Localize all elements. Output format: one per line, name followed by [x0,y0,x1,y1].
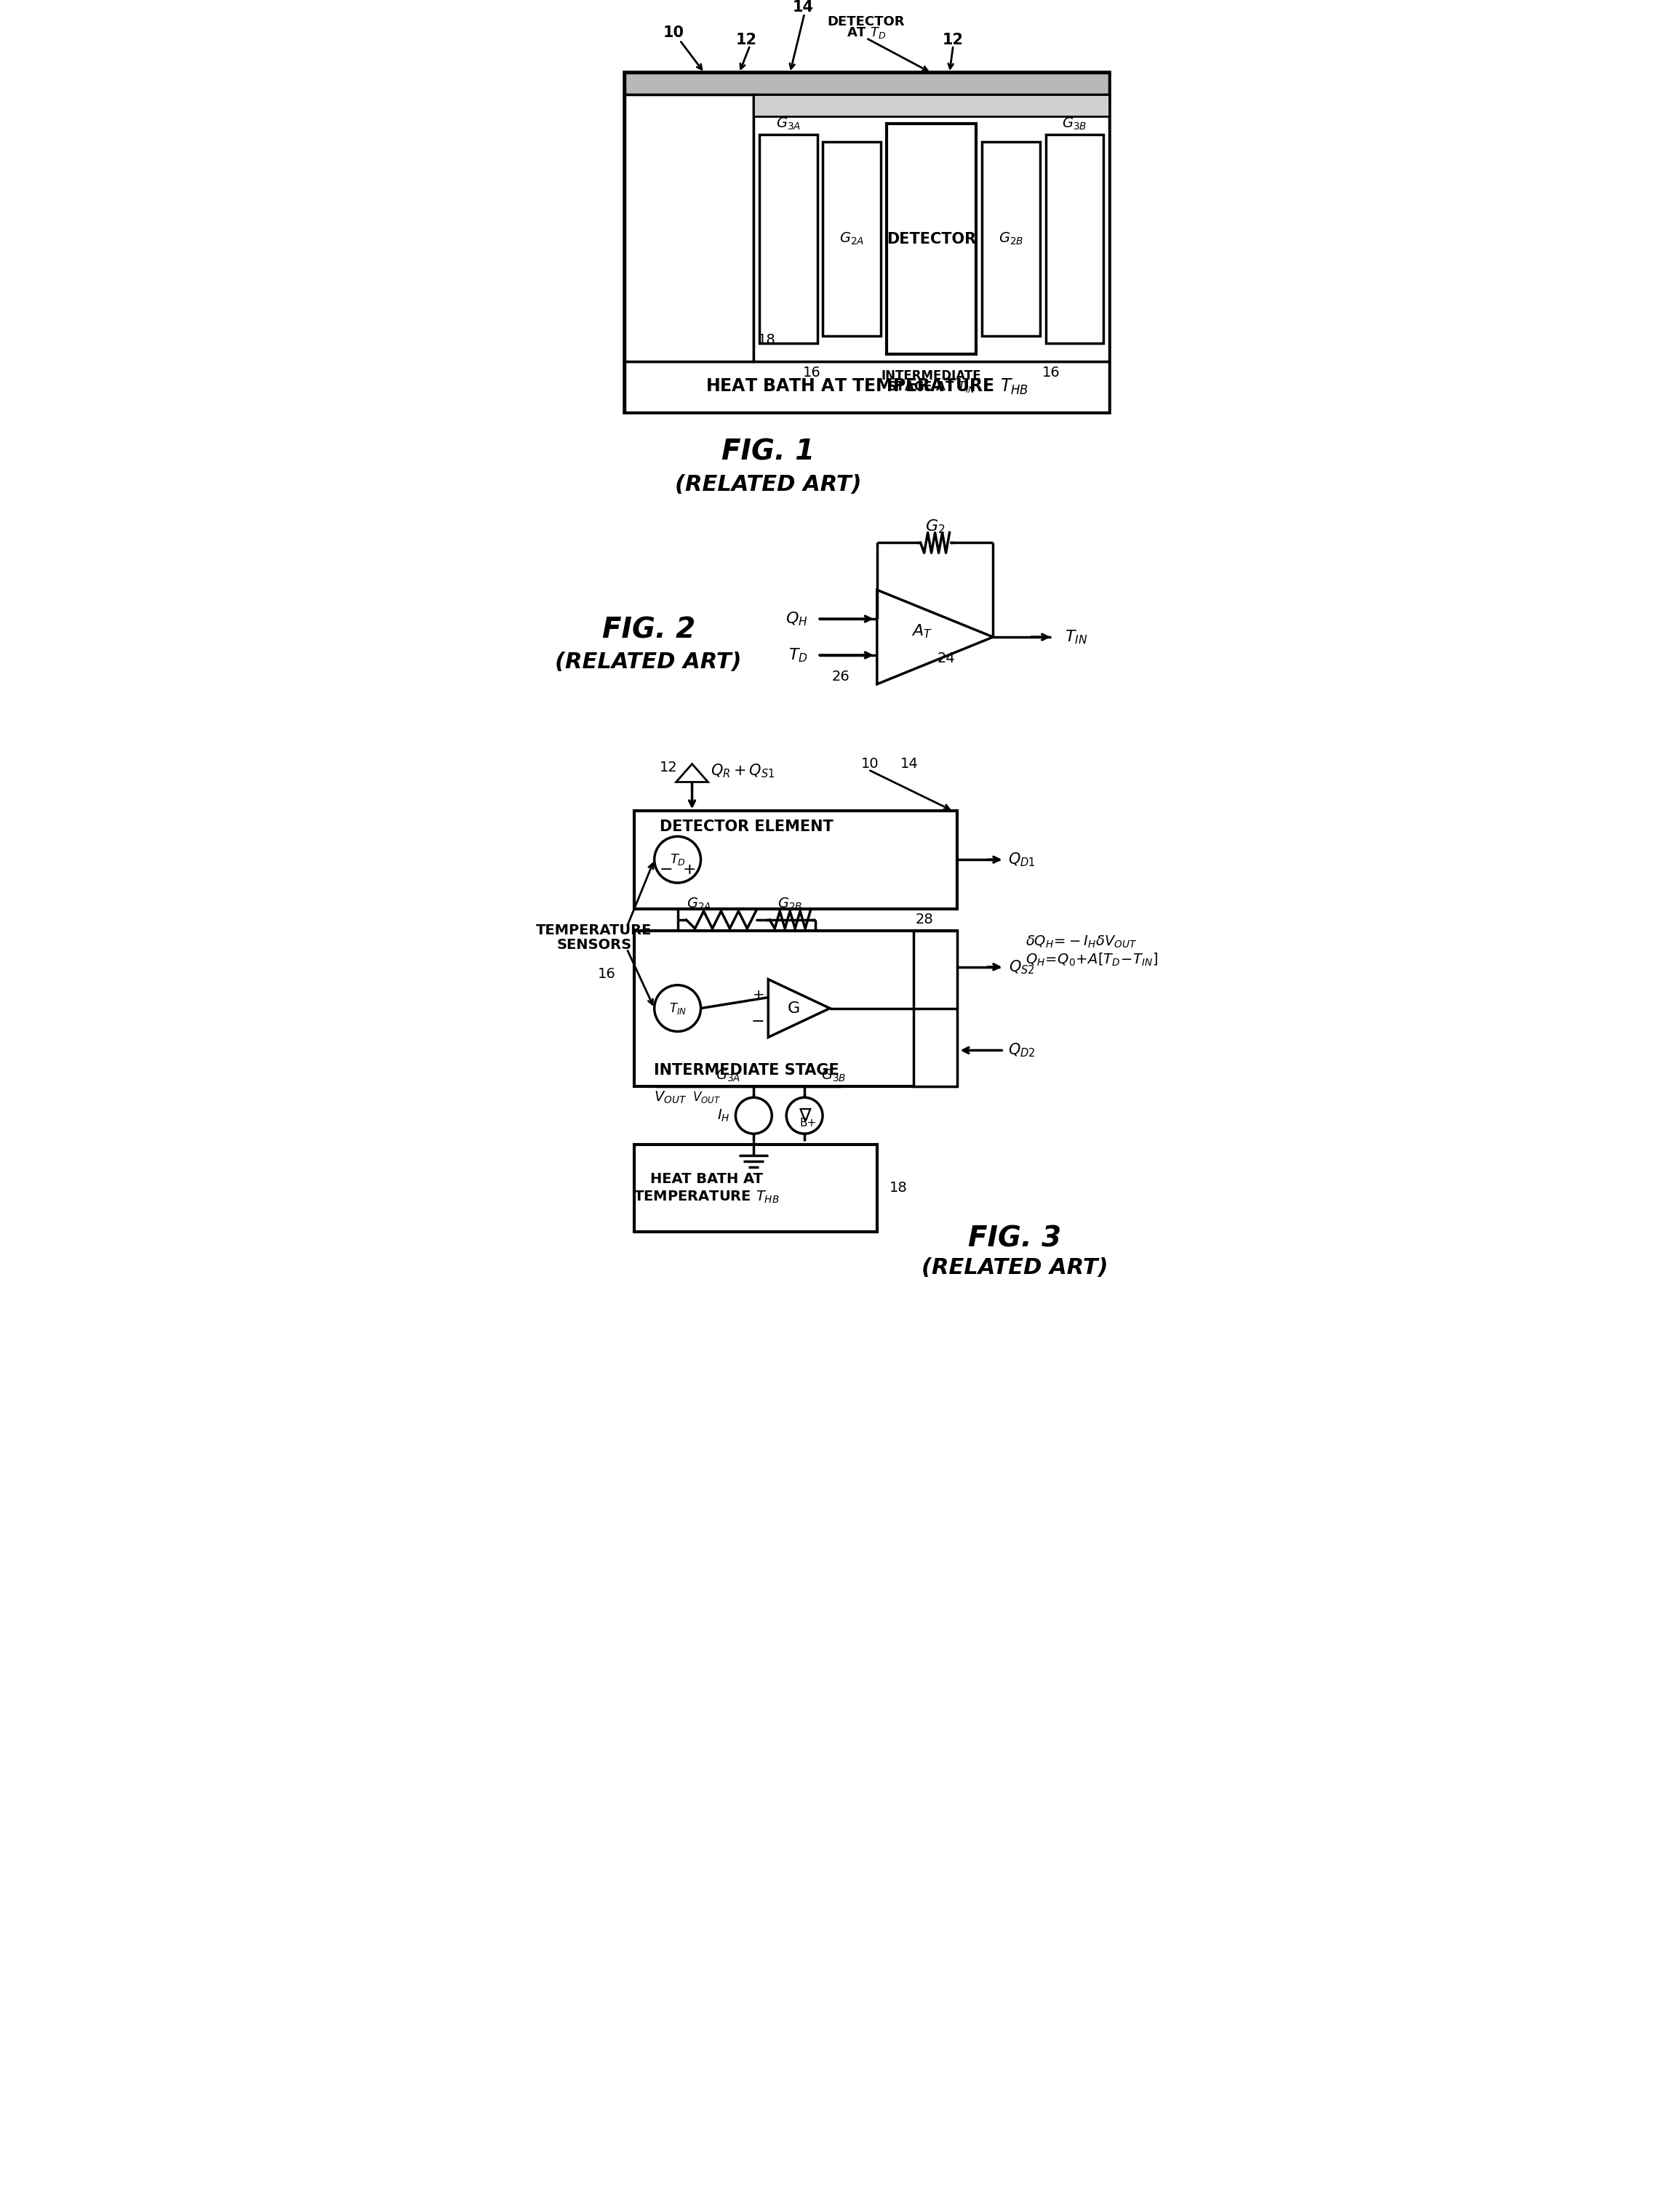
Text: 14: 14 [900,757,919,770]
Text: +: + [752,989,765,1002]
Text: $G_{3A}$: $G_{3A}$ [715,1068,740,1084]
Text: HEAT BATH AT TEMPERATURE $T_{HB}$: HEAT BATH AT TEMPERATURE $T_{HB}$ [705,378,1029,396]
Text: $Q_{S2}$: $Q_{S2}$ [1009,958,1035,975]
Text: 18: 18 [758,332,775,347]
Text: −: − [658,863,673,876]
Text: DETECTOR: DETECTOR [887,232,977,246]
Text: FIG. 1: FIG. 1 [722,438,815,467]
Polygon shape [877,591,994,684]
Text: 26: 26 [832,670,850,684]
Text: TEMPERATURE $T_{HB}$: TEMPERATURE $T_{HB}$ [633,1190,780,1206]
Bar [1045,135,1104,343]
Bar [633,812,957,909]
Text: $\delta Q_H\!=\!-I_H\delta V_{OUT}$: $\delta Q_H\!=\!-I_H\delta V_{OUT}$ [1025,933,1137,949]
Text: $I_H$: $I_H$ [717,1108,730,1124]
Text: $G_{2A}$: $G_{2A}$ [687,896,712,911]
Text: 12: 12 [735,33,757,46]
Text: $V_{OUT}$: $V_{OUT}$ [692,1091,720,1104]
Text: 16: 16 [598,967,615,982]
Text: $G_{2B}$: $G_{2B}$ [999,232,1024,248]
Text: $Q_R+Q_{S1}$: $Q_R+Q_{S1}$ [710,763,775,781]
Text: $V_{OUT}$: $V_{OUT}$ [653,1091,687,1106]
Text: 16: 16 [1042,365,1060,378]
Bar [822,142,880,336]
Text: HEAT BATH AT: HEAT BATH AT [650,1172,763,1186]
Text: DETECTOR ELEMENT: DETECTOR ELEMENT [660,821,834,834]
Text: $G_{3A}$: $G_{3A}$ [777,115,800,131]
Circle shape [655,836,700,883]
Bar [760,135,817,343]
Text: (RELATED ART): (RELATED ART) [675,473,862,495]
Bar [625,73,1109,95]
Text: (RELATED ART): (RELATED ART) [922,1256,1109,1279]
Polygon shape [768,980,830,1037]
Bar [633,1144,877,1232]
Bar [753,95,1109,361]
Text: FIG. 2: FIG. 2 [602,615,695,644]
Text: 10: 10 [663,27,685,40]
Bar [625,95,753,361]
Text: $G_{3B}$: $G_{3B}$ [822,1068,845,1084]
Text: G: G [787,1002,800,1015]
Circle shape [655,984,700,1031]
Text: $A_T$: $A_T$ [912,622,932,639]
Text: INTERMEDIATE: INTERMEDIATE [882,369,982,383]
Text: DETECTOR: DETECTOR [827,15,905,29]
Bar [982,142,1040,336]
Text: $G_{2B}$: $G_{2B}$ [777,896,802,911]
Text: B+: B+ [800,1117,817,1128]
Text: STAGE AT $T_{IN}$: STAGE AT $T_{IN}$ [887,380,975,394]
Text: $G_2$: $G_2$ [925,518,945,535]
Polygon shape [677,763,708,783]
Text: 16: 16 [803,365,820,378]
Circle shape [787,1097,822,1135]
Text: $T_{IN}$: $T_{IN}$ [668,1002,687,1015]
Text: −: − [752,1013,765,1029]
Text: INTERMEDIATE STAGE: INTERMEDIATE STAGE [653,1064,839,1077]
Text: TEMPERATURE: TEMPERATURE [537,925,652,938]
Text: 10: 10 [860,757,879,770]
Text: $T_{IN}$: $T_{IN}$ [1065,628,1089,646]
Text: $T_D$: $T_D$ [670,852,685,867]
Text: 14: 14 [792,0,813,15]
Bar [625,73,1109,411]
Bar [625,361,1109,411]
Text: (RELATED ART): (RELATED ART) [555,653,742,672]
Text: 18: 18 [890,1181,909,1194]
Text: +: + [682,863,695,876]
Bar [887,124,977,354]
Text: ∇: ∇ [798,1106,810,1124]
Text: 24: 24 [937,653,955,666]
Bar [633,931,957,1086]
Text: SENSORS: SENSORS [557,938,632,951]
Text: $Q_{D1}$: $Q_{D1}$ [1009,852,1035,869]
Text: $G_{3B}$: $G_{3B}$ [1062,115,1087,131]
Text: $G_{2A}$: $G_{2A}$ [839,232,864,248]
Text: $Q_H\!=\!Q_0\!+\!A[T_D\!-\!T_{IN}]$: $Q_H\!=\!Q_0\!+\!A[T_D\!-\!T_{IN}]$ [1025,951,1159,969]
Text: $Q_H$: $Q_H$ [785,611,808,628]
Text: FIG. 3: FIG. 3 [969,1225,1062,1252]
Text: 12: 12 [942,33,964,46]
Text: 28: 28 [915,914,934,927]
Text: $Q_{D2}$: $Q_{D2}$ [1009,1042,1035,1060]
Circle shape [735,1097,772,1135]
Bar [753,95,1109,117]
Bar [914,931,957,1086]
Text: $T_D$: $T_D$ [788,646,808,664]
Text: 12: 12 [660,761,678,774]
Text: AT $T_D$: AT $T_D$ [847,27,885,40]
